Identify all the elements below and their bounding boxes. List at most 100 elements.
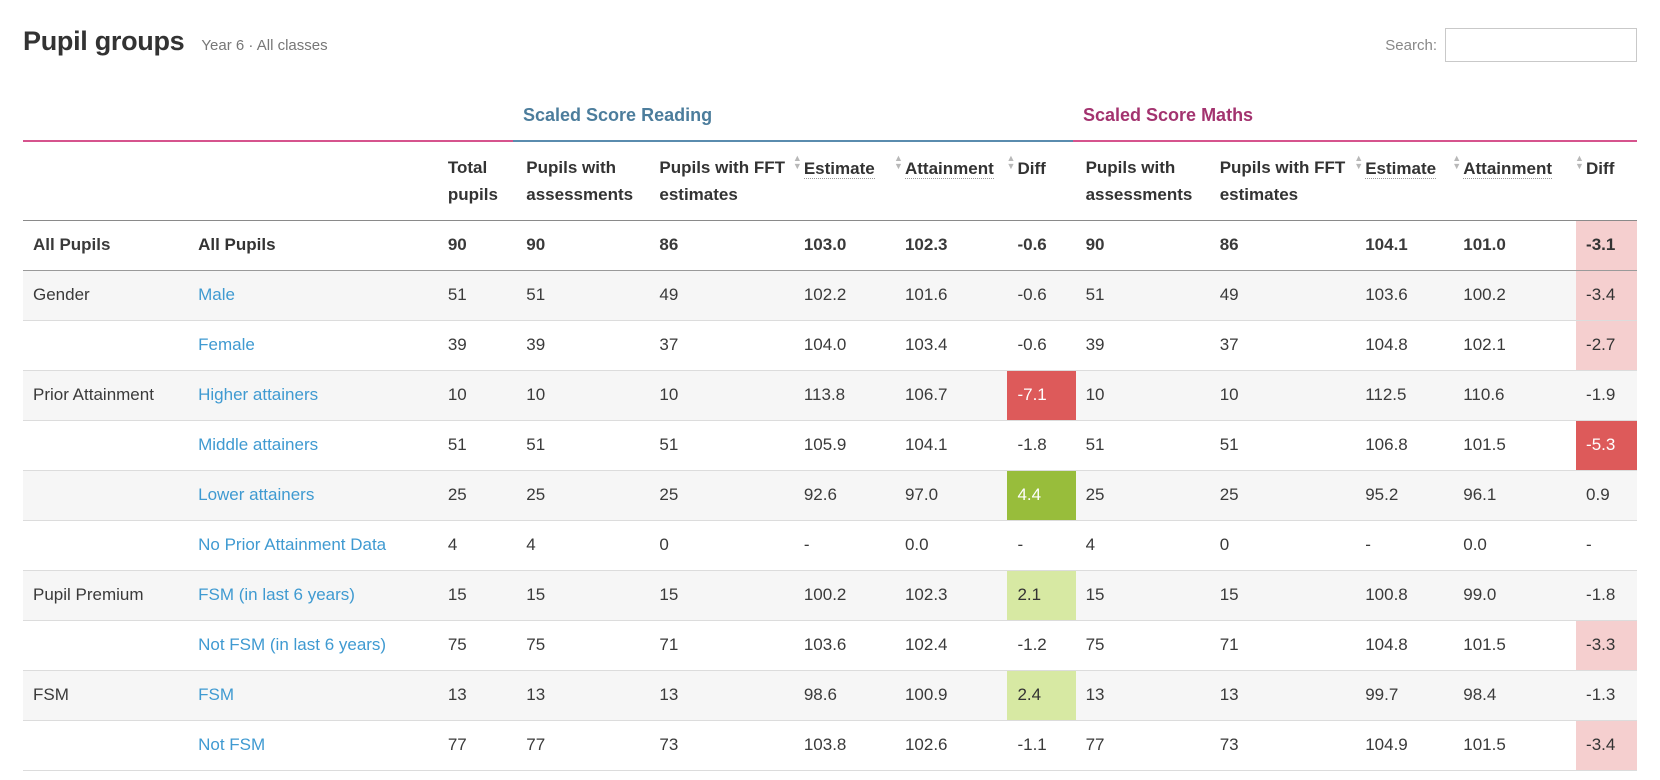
- cell-maths-fft: 73: [1209, 720, 1356, 771]
- cell-maths-attainment: 101.5: [1453, 420, 1577, 471]
- header-reading-attainment-label: Attainment: [904, 159, 994, 179]
- header-maths-diff-label: Diff: [1586, 159, 1615, 178]
- cell-reading-fft: 51: [649, 420, 794, 471]
- table-row: Not FSM (in last 6 years) 75 75 71 103.6…: [23, 620, 1637, 671]
- subgroup-link[interactable]: No Prior Attainment Data: [198, 535, 387, 554]
- header-reading-assessments[interactable]: Pupils with assessments: [516, 142, 650, 221]
- cell-maths-fft: 37: [1209, 320, 1356, 371]
- cell-maths-estimate: 104.8: [1355, 320, 1454, 371]
- subgroup-link[interactable]: Not FSM (in last 6 years): [198, 635, 387, 654]
- cell-total: 25: [437, 470, 517, 521]
- cell-maths-fft: 49: [1209, 270, 1356, 321]
- search-input[interactable]: [1445, 28, 1637, 62]
- cell-total: 77: [437, 720, 517, 771]
- cell-maths-attainment: 101.5: [1453, 620, 1577, 671]
- cell-maths-estimate: 112.5: [1355, 370, 1454, 421]
- cell-reading-fft: 25: [649, 470, 794, 521]
- cell-reading-fft: 71: [649, 620, 794, 671]
- table-row: FSM FSM 13 13 13 98.6 100.9 2.4 13 13 99…: [23, 670, 1637, 721]
- subgroup-link[interactable]: Middle attainers: [198, 435, 319, 454]
- cell-maths-diff: -1.3: [1576, 670, 1637, 721]
- header-subgroup: [188, 142, 438, 221]
- cell-reading-estimate: -: [793, 520, 895, 571]
- group-title-maths: Scaled Score Maths: [1083, 105, 1254, 125]
- cell-maths-attainment: 100.2: [1453, 270, 1577, 321]
- cell-maths-diff: -3.4: [1576, 270, 1637, 321]
- subgroup-link[interactable]: Lower attainers: [198, 485, 315, 504]
- cell-reading-attainment: 106.7: [894, 370, 1008, 421]
- cell-reading-diff: -1.1: [1007, 720, 1076, 771]
- cell-subgroup: Not FSM: [188, 720, 438, 771]
- cell-reading-diff: -1.2: [1007, 620, 1076, 671]
- cell-maths-assessments: 15: [1075, 570, 1210, 621]
- header-total-pupils[interactable]: Total pupils: [437, 142, 517, 221]
- header-reading-attainment[interactable]: ▲ ▼ Attainment: [894, 142, 1008, 221]
- cell-reading-attainment: 100.9: [894, 670, 1008, 721]
- cell-total: 75: [437, 620, 517, 671]
- header-maths-diff[interactable]: ▲ ▼ Diff: [1575, 142, 1637, 221]
- group-header-maths: Scaled Score Maths: [1073, 96, 1637, 142]
- cell-maths-diff: -5.3: [1576, 420, 1637, 471]
- cell-maths-assessments: 39: [1075, 320, 1210, 371]
- subgroup-link[interactable]: FSM (in last 6 years): [198, 585, 355, 604]
- subgroup-link[interactable]: Not FSM: [198, 735, 266, 754]
- header-reading-fft[interactable]: Pupils with FFT estimates: [649, 142, 794, 221]
- cell-maths-fft: 13: [1209, 670, 1356, 721]
- cell-maths-diff: -1.9: [1576, 370, 1637, 421]
- cell-maths-fft: 71: [1209, 620, 1356, 671]
- subgroup-link[interactable]: Female: [198, 335, 255, 354]
- search-label: Search:: [1385, 36, 1437, 54]
- cell-reading-estimate: 103.6: [793, 620, 895, 671]
- subgroup-link[interactable]: FSM: [198, 685, 234, 704]
- subgroup-link[interactable]: Male: [198, 285, 235, 304]
- cell-total: 90: [437, 220, 517, 271]
- cell-reading-attainment: 103.4: [894, 320, 1008, 371]
- header-maths-assessments[interactable]: Pupils with assessments: [1075, 142, 1210, 221]
- cell-reading-diff: 2.1: [1007, 570, 1076, 621]
- cell-reading-diff: -1.8: [1007, 420, 1076, 471]
- subgroup-link[interactable]: Higher attainers: [198, 385, 319, 404]
- cell-reading-attainment: 102.4: [894, 620, 1008, 671]
- cell-maths-assessments: 90: [1075, 220, 1210, 271]
- group-header-reading: Scaled Score Reading: [513, 96, 1073, 142]
- cell-reading-attainment: 104.1: [894, 420, 1008, 471]
- cell-maths-diff: 0.9: [1576, 470, 1637, 521]
- cell-category: [23, 420, 189, 471]
- cell-reading-fft: 15: [649, 570, 794, 621]
- search-box: Search:: [1385, 28, 1637, 62]
- cell-reading-estimate: 105.9: [793, 420, 895, 471]
- cell-reading-estimate: 104.0: [793, 320, 895, 371]
- header-reading-estimate[interactable]: ▲ ▼ Estimate: [793, 142, 895, 221]
- header-reading-estimate-label: Estimate: [803, 159, 875, 179]
- pupil-groups-table: Total pupils Pupils with assessments Pup…: [23, 142, 1637, 771]
- cell-reading-fft: 37: [649, 320, 794, 371]
- header-category: [23, 142, 189, 221]
- header-maths-estimate[interactable]: ▲ ▼ Estimate: [1354, 142, 1454, 221]
- cell-category: FSM: [23, 670, 189, 721]
- header-maths-estimate-label: Estimate: [1365, 159, 1437, 179]
- cell-maths-estimate: 99.7: [1355, 670, 1454, 721]
- cell-maths-estimate: 104.9: [1355, 720, 1454, 771]
- cell-reading-diff: -: [1007, 520, 1076, 571]
- cell-reading-estimate: 102.2: [793, 270, 895, 321]
- header-maths-attainment[interactable]: ▲ ▼ Attainment: [1452, 142, 1577, 221]
- cell-reading-assessments: 4: [516, 520, 650, 571]
- cell-maths-fft: 10: [1209, 370, 1356, 421]
- cell-maths-attainment: 110.6: [1453, 370, 1577, 421]
- sort-icon: ▲ ▼: [1006, 153, 1016, 171]
- cell-category: [23, 520, 189, 571]
- cell-maths-attainment: 101.0: [1453, 220, 1577, 271]
- cell-reading-fft: 49: [649, 270, 794, 321]
- header-maths-fft[interactable]: Pupils with FFT estimates: [1209, 142, 1356, 221]
- cell-maths-attainment: 102.1: [1453, 320, 1577, 371]
- header-reading-diff-label: Diff: [1017, 159, 1046, 178]
- cell-reading-diff: -0.6: [1007, 220, 1076, 271]
- header-reading-diff[interactable]: ▲ ▼ Diff: [1006, 142, 1076, 221]
- cell-maths-fft: 51: [1209, 420, 1356, 471]
- cell-maths-assessments: 4: [1075, 520, 1210, 571]
- cell-reading-diff: -0.6: [1007, 320, 1076, 371]
- cell-maths-fft: 15: [1209, 570, 1356, 621]
- cell-total: 51: [437, 270, 517, 321]
- cell-subgroup: FSM: [188, 670, 438, 721]
- cell-category: Gender: [23, 270, 189, 321]
